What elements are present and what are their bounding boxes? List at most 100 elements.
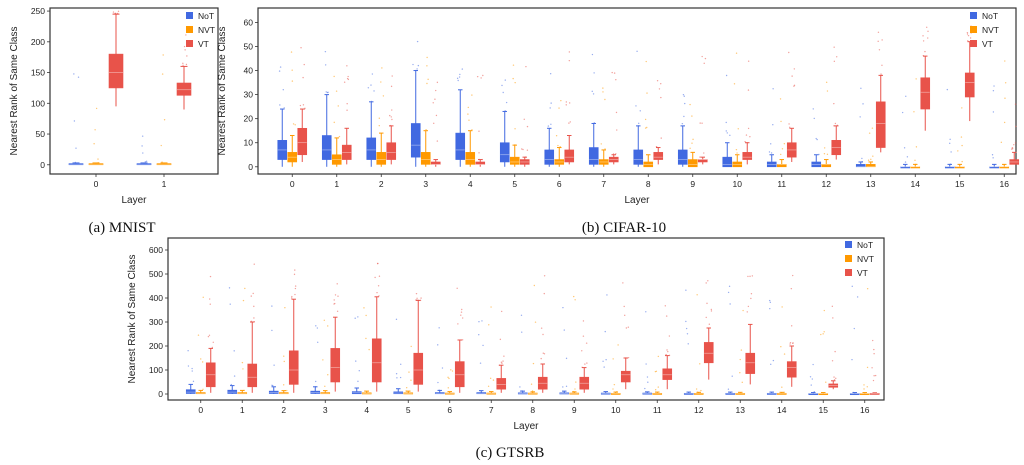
outlier-point — [229, 303, 231, 305]
outlier-point — [73, 120, 76, 122]
outlier-point — [731, 375, 733, 377]
outlier-point — [253, 263, 255, 265]
outlier-point — [770, 152, 773, 154]
outlier-point — [703, 152, 705, 154]
outlier-point — [691, 142, 693, 144]
outlier-point — [992, 111, 995, 113]
outlier-point — [323, 319, 326, 321]
y-tick-label: 10 — [244, 138, 254, 148]
outlier-point — [833, 379, 836, 381]
box-VT — [697, 159, 708, 163]
outlier-point — [433, 122, 435, 125]
outlier-point — [822, 333, 824, 335]
outlier-point — [416, 297, 418, 299]
outlier-point — [831, 305, 834, 308]
outlier-point — [993, 85, 995, 87]
x-tick-label: 15 — [955, 179, 965, 189]
outlier-point — [877, 40, 879, 43]
outlier-point — [521, 148, 523, 150]
outlier-point — [793, 84, 796, 87]
outlier-point — [382, 95, 385, 97]
outlier-point — [749, 136, 751, 138]
outlier-point — [750, 297, 752, 300]
outlier-point — [769, 307, 771, 310]
legend-label-VT: VT — [198, 39, 209, 49]
outlier-point — [747, 127, 750, 130]
outlier-point — [960, 136, 963, 138]
outlier-point — [316, 327, 319, 329]
outlier-point — [747, 275, 749, 278]
outlier-point — [616, 129, 618, 131]
box-VT — [413, 352, 424, 385]
outlier-point — [792, 274, 794, 277]
outlier-point — [482, 344, 484, 347]
outlier-point — [417, 64, 420, 67]
outlier-point — [813, 117, 815, 120]
outlier-point — [357, 316, 359, 318]
outlier-point — [565, 357, 568, 360]
box-VT — [475, 161, 486, 165]
outlier-point — [302, 76, 304, 79]
outlier-point — [209, 275, 212, 278]
outlier-point — [772, 88, 774, 90]
outlier-point — [878, 49, 881, 51]
outlier-point — [606, 294, 608, 296]
outlier-point — [399, 376, 402, 379]
box-VT — [247, 363, 258, 388]
outlier-point — [623, 305, 625, 308]
outlier-point — [324, 385, 326, 387]
outlier-point — [481, 320, 483, 322]
outlier-point — [833, 60, 836, 63]
outlier-point — [457, 323, 459, 325]
x-tick-label: 16 — [1000, 179, 1010, 189]
outlier-point — [710, 310, 713, 312]
y-tick-label: 200 — [31, 37, 45, 47]
outlier-point — [202, 296, 204, 298]
outlier-point — [488, 324, 490, 326]
outlier-point — [283, 360, 285, 363]
y-tick-label: 0 — [40, 160, 45, 170]
outlier-point — [425, 129, 427, 131]
outlier-point — [391, 109, 393, 111]
x-tick-label: 14 — [777, 405, 787, 415]
outlier-point — [420, 297, 422, 299]
outlier-point — [501, 362, 503, 364]
outlier-point — [533, 284, 536, 287]
box-VT — [620, 370, 631, 383]
outlier-point — [522, 148, 524, 151]
outlier-point — [866, 386, 868, 388]
outlier-point — [290, 51, 293, 53]
outlier-point — [367, 87, 370, 89]
outlier-point — [922, 40, 925, 42]
outlier-point — [905, 95, 907, 97]
outlier-point — [789, 126, 791, 129]
outlier-point — [689, 147, 691, 149]
outlier-point — [751, 275, 754, 277]
outlier-point — [870, 158, 872, 161]
outlier-point — [437, 381, 439, 384]
outlier-point — [703, 62, 705, 65]
x-tick-label: 5 — [512, 179, 517, 189]
outlier-point — [1004, 82, 1007, 84]
outlier-point — [77, 76, 80, 78]
x-axis-label: Layer — [121, 195, 147, 206]
outlier-point — [505, 101, 508, 104]
box-NVT — [509, 156, 520, 165]
outlier-point — [521, 331, 523, 333]
outlier-point — [525, 65, 527, 68]
x-tick-label: 11 — [653, 405, 662, 415]
box-VT — [662, 368, 673, 380]
outlier-point — [736, 152, 738, 154]
outlier-point — [542, 352, 544, 354]
outlier-point — [604, 330, 606, 333]
x-tick-label: 4 — [468, 179, 473, 189]
outlier-point — [549, 107, 551, 109]
y-axis-label: Nearest Rank of Same Class — [217, 27, 228, 156]
outlier-point — [531, 390, 534, 392]
outlier-point — [666, 349, 668, 351]
outlier-point — [354, 317, 356, 319]
box-VT — [964, 72, 975, 98]
x-tick-label: 12 — [822, 179, 832, 189]
outlier-point — [363, 307, 365, 309]
